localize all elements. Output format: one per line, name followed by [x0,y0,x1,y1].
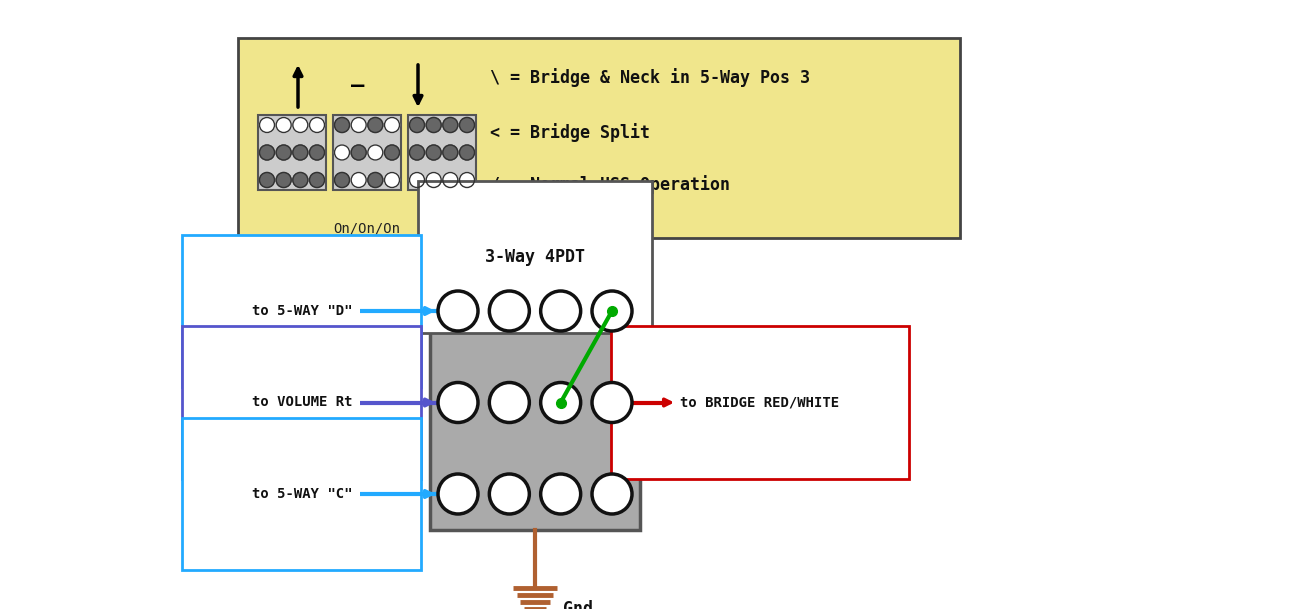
Bar [334,115,402,190]
Circle shape [489,474,530,514]
Circle shape [540,291,581,331]
Circle shape [409,145,425,160]
Text: \ = Bridge & Neck in 5-Way Pos 3: \ = Bridge & Neck in 5-Way Pos 3 [490,68,810,88]
Text: —: — [352,76,365,96]
Bar [430,275,640,530]
Circle shape [443,145,458,160]
Bar [408,115,476,190]
Text: to BRIDGE RED/WHITE: to BRIDGE RED/WHITE [680,395,840,409]
Circle shape [426,172,441,188]
Circle shape [540,382,581,423]
Circle shape [443,172,458,188]
Circle shape [368,172,383,188]
Circle shape [293,118,307,133]
Circle shape [443,118,458,133]
Text: / = Normal HSS Operation: / = Normal HSS Operation [490,175,730,194]
Text: On/On/On: On/On/On [334,221,400,235]
Circle shape [259,145,275,160]
Bar [258,115,326,190]
Circle shape [426,145,441,160]
Circle shape [335,118,349,133]
Circle shape [310,145,324,160]
Circle shape [276,118,292,133]
Text: to VOLUME Rt: to VOLUME Rt [251,395,352,409]
Text: 3-Way 4PDT: 3-Way 4PDT [485,248,585,266]
Text: to 5-WAY "C": to 5-WAY "C" [251,487,352,501]
Circle shape [276,172,292,188]
Text: to 5-WAY "D": to 5-WAY "D" [251,304,352,318]
Circle shape [593,291,632,331]
Circle shape [385,145,399,160]
Circle shape [593,474,632,514]
Circle shape [409,172,425,188]
Circle shape [335,172,349,188]
Circle shape [459,172,475,188]
Circle shape [293,172,307,188]
Circle shape [426,118,441,133]
Circle shape [409,118,425,133]
Circle shape [310,118,324,133]
Text: < = Bridge Split: < = Bridge Split [490,124,650,143]
Circle shape [276,145,292,160]
Circle shape [385,172,399,188]
Bar [238,38,960,238]
Circle shape [351,145,366,160]
Circle shape [489,291,530,331]
Circle shape [293,145,307,160]
Circle shape [438,291,477,331]
Circle shape [335,145,349,160]
Circle shape [310,172,324,188]
Circle shape [368,118,383,133]
Circle shape [351,118,366,133]
Circle shape [459,145,475,160]
Circle shape [385,118,399,133]
Circle shape [489,382,530,423]
Circle shape [540,474,581,514]
Circle shape [368,145,383,160]
Circle shape [459,118,475,133]
Circle shape [438,382,477,423]
Circle shape [593,382,632,423]
Text: Gnd: Gnd [562,600,593,609]
Circle shape [351,172,366,188]
Circle shape [259,118,275,133]
Circle shape [259,172,275,188]
Circle shape [438,474,477,514]
